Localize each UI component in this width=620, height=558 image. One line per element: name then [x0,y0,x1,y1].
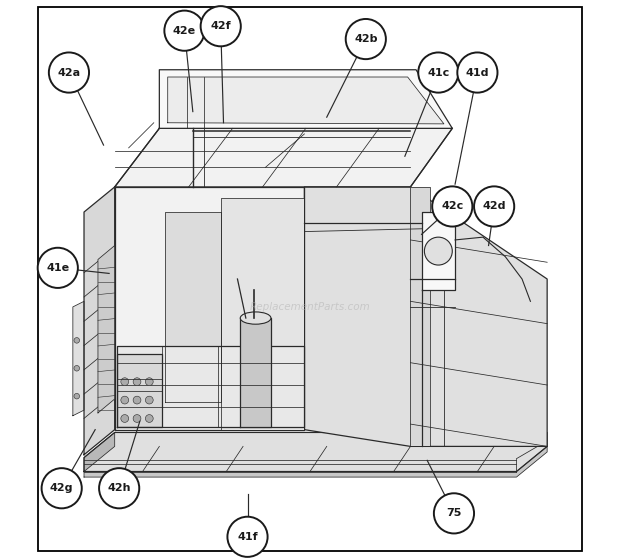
Circle shape [346,19,386,59]
Polygon shape [73,301,84,416]
Text: 41f: 41f [237,532,258,542]
Polygon shape [115,187,304,430]
Circle shape [133,415,141,422]
Circle shape [121,415,129,422]
Polygon shape [410,187,430,446]
Circle shape [42,468,82,508]
Text: 42a: 42a [58,68,81,78]
Polygon shape [98,246,115,413]
Circle shape [432,186,472,227]
Text: 42c: 42c [441,201,463,211]
Polygon shape [115,128,453,187]
Circle shape [418,52,458,93]
Text: 41e: 41e [46,263,69,273]
Text: 41d: 41d [466,68,489,78]
Circle shape [121,396,129,404]
Polygon shape [304,187,547,446]
Polygon shape [422,212,455,290]
Circle shape [164,11,205,51]
Circle shape [434,493,474,533]
Text: 42h: 42h [107,483,131,493]
Circle shape [458,52,497,93]
Ellipse shape [241,312,271,324]
Circle shape [74,365,79,371]
Circle shape [145,415,153,422]
Circle shape [201,6,241,46]
Circle shape [474,186,514,227]
Polygon shape [165,212,221,402]
Polygon shape [159,70,453,128]
Circle shape [49,52,89,93]
Polygon shape [167,77,444,124]
Circle shape [145,396,153,404]
Polygon shape [117,354,162,427]
Polygon shape [84,187,115,455]
Circle shape [38,248,78,288]
FancyBboxPatch shape [38,7,582,551]
Polygon shape [84,432,547,472]
Polygon shape [241,318,271,427]
Text: ReplacementParts.com: ReplacementParts.com [250,302,370,312]
Text: 42g: 42g [50,483,73,493]
Polygon shape [84,432,115,472]
Text: 41c: 41c [427,68,450,78]
Circle shape [424,237,452,265]
Polygon shape [84,446,547,477]
Text: 75: 75 [446,508,462,518]
Text: 42f: 42f [210,21,231,31]
Circle shape [228,517,268,557]
Circle shape [145,378,153,386]
Circle shape [121,378,129,386]
Polygon shape [221,198,304,430]
Polygon shape [117,346,304,427]
Text: 42d: 42d [482,201,506,211]
Circle shape [99,468,140,508]
Text: 42e: 42e [173,26,196,36]
Circle shape [133,378,141,386]
Circle shape [74,393,79,399]
Circle shape [74,338,79,343]
Circle shape [133,396,141,404]
Text: 42b: 42b [354,34,378,44]
